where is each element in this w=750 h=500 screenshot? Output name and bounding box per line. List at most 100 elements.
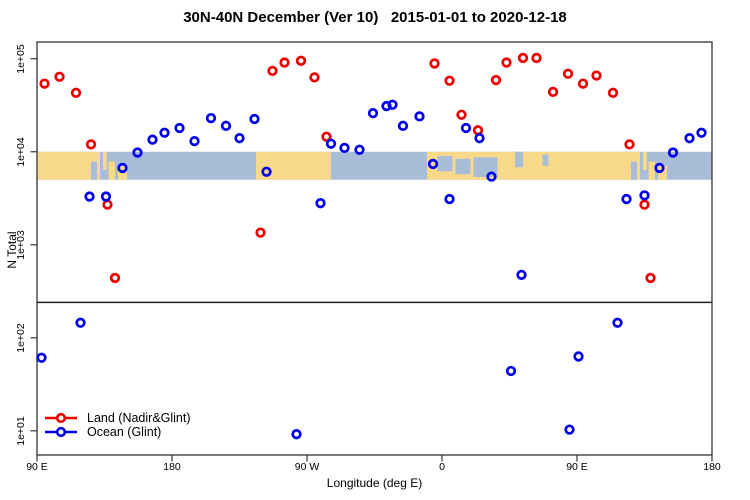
land-point [39,78,50,89]
legend-item-land: Land (Nadir&Glint) [44,411,191,425]
map-band-sea-patch [455,158,471,175]
ocean-point [205,112,217,124]
ocean-point [621,193,632,205]
land-point [267,65,278,77]
map-band-land [37,151,100,180]
land-point [490,74,502,86]
ocean-point [36,352,47,363]
legend-label-land: Land (Nadir&Glint) [87,411,191,425]
x-axis-title: Longitude (deg E) [326,476,423,490]
map-band-sea-patch [91,161,97,180]
y-tick-label: 1e+02 [15,323,27,353]
legend-marker-land [45,412,77,424]
legend-circle-ocean-icon [55,426,67,438]
y-tick-label: 1e+03 [15,230,27,260]
land-point [501,57,512,68]
land-point [531,52,542,64]
ocean-point [315,198,326,209]
land-point [85,139,97,150]
ocean-point [486,171,497,182]
ocean-point [639,190,650,201]
ocean-point [414,111,425,122]
ocean-point [667,147,679,158]
land-point [321,131,332,142]
ocean-point [325,138,337,149]
land-point [577,78,589,89]
ocean-point [249,113,260,125]
map-band-coast-fragment [648,161,655,180]
land-point [547,86,559,98]
ocean-point [564,424,575,435]
y-tick-label: 1e+05 [15,43,27,74]
ocean-point [573,351,584,362]
map-band-coast-fragment [108,161,115,180]
chart-title: 30N-40N December (Ver 10) 2015-01-01 to … [183,9,567,26]
ocean-point [189,136,200,147]
ocean-point [397,120,409,131]
land-point [607,87,619,98]
map-band-coast-fragment [658,165,667,180]
ocean-point [147,134,158,145]
ocean-point [696,127,707,138]
land-point [102,199,113,210]
land-point [591,70,602,81]
x-tick-label: 180 [703,461,721,473]
land-point [624,139,635,150]
x-tick-label: 180 [163,461,181,473]
ocean-point [505,365,517,377]
ocean-point [174,122,185,134]
land-point [70,87,82,98]
land-point [645,272,656,284]
map-band-sea-patch [542,154,549,166]
ocean-point [132,147,143,158]
ocean-point [339,142,350,154]
ocean-point [387,99,398,110]
map-band-sea-patch [515,151,523,168]
land-point [255,227,266,238]
ocean-point [354,144,365,155]
x-tick-label: 90 W [294,461,320,473]
land-point [295,55,307,66]
legend-marker-ocean [45,426,77,438]
land-point [429,58,440,69]
ocean-point [427,158,439,170]
ocean-point [474,133,485,144]
land-point [309,72,320,83]
ocean-point [220,120,232,131]
legend-item-ocean: Ocean (Glint) [44,425,191,439]
legend: Land (Nadir&Glint) Ocean (Glint) [44,411,191,439]
ocean-point [261,166,272,177]
ocean-point [684,133,695,144]
ocean-point [84,191,95,202]
x-tick-label: 90 E [26,461,48,473]
ocean-point [444,193,455,205]
land-point [109,272,121,284]
x-tick-label: 90 E [566,461,588,473]
y-tick-label: 1e+01 [15,416,27,446]
ocean-point [367,108,379,119]
land-point [517,52,529,64]
map-band-coast-fragment [643,151,647,170]
ocean-point [234,133,245,144]
land-point [456,109,467,120]
y-tick-label: 1e+04 [15,137,27,167]
ocean-point [75,317,86,328]
ocean-point [381,100,392,112]
land-point [639,199,650,210]
x-tick-label: 0 [439,461,445,473]
map-band-sea-patch [631,161,637,180]
ocean-point [612,317,623,328]
ocean-point [159,127,170,138]
plot-border [36,41,713,456]
land-point [472,125,484,136]
ocean-point [117,162,128,174]
map-band-coast-fragment [103,151,107,170]
ocean-point [516,269,527,281]
ocean-point [291,429,302,440]
ocean-point [100,191,112,202]
land-point [54,71,65,82]
map-band-sea-patch [437,155,453,172]
land-point [562,68,574,79]
